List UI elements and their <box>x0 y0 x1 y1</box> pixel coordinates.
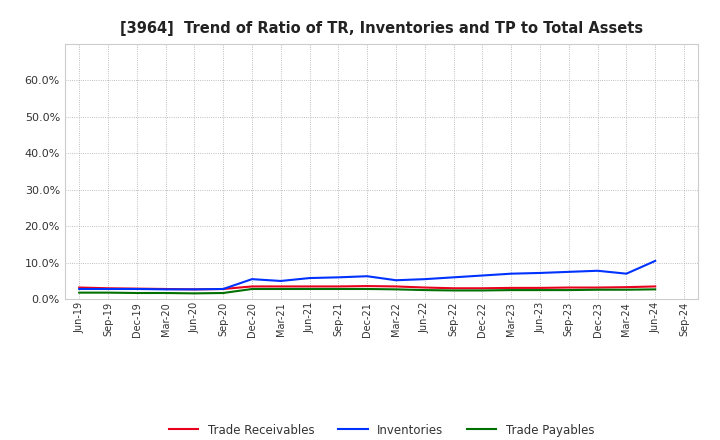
Inventories <box>104 286 112 292</box>
Trade Receivables <box>276 284 285 289</box>
Trade Receivables <box>363 283 372 289</box>
Trade Payables <box>622 287 631 292</box>
Trade Payables <box>305 286 314 292</box>
Legend: Trade Receivables, Inventories, Trade Payables: Trade Receivables, Inventories, Trade Pa… <box>164 419 599 440</box>
Trade Payables <box>449 288 458 293</box>
Trade Receivables <box>564 285 573 290</box>
Line: Trade Payables: Trade Payables <box>79 289 655 293</box>
Line: Trade Receivables: Trade Receivables <box>79 286 655 290</box>
Trade Payables <box>651 287 660 292</box>
Trade Payables <box>219 290 228 296</box>
Trade Payables <box>478 288 487 293</box>
Inventories <box>651 258 660 264</box>
Trade Receivables <box>161 286 170 292</box>
Trade Payables <box>363 286 372 292</box>
Trade Payables <box>104 290 112 295</box>
Trade Receivables <box>651 284 660 289</box>
Trade Payables <box>420 287 429 293</box>
Inventories <box>305 275 314 281</box>
Trade Receivables <box>478 286 487 291</box>
Trade Receivables <box>449 286 458 291</box>
Trade Payables <box>334 286 343 292</box>
Inventories <box>276 279 285 284</box>
Trade Receivables <box>219 286 228 292</box>
Trade Receivables <box>622 285 631 290</box>
Trade Receivables <box>593 285 602 290</box>
Trade Payables <box>392 287 400 292</box>
Inventories <box>363 274 372 279</box>
Inventories <box>536 270 544 275</box>
Inventories <box>420 276 429 282</box>
Trade Receivables <box>536 285 544 290</box>
Inventories <box>334 275 343 280</box>
Line: Inventories: Inventories <box>79 261 655 290</box>
Trade Receivables <box>248 284 256 289</box>
Trade Payables <box>248 286 256 292</box>
Trade Payables <box>132 290 141 296</box>
Trade Receivables <box>305 284 314 289</box>
Trade Payables <box>161 290 170 296</box>
Inventories <box>161 287 170 292</box>
Trade Payables <box>276 286 285 292</box>
Trade Receivables <box>420 285 429 290</box>
Inventories <box>132 286 141 292</box>
Inventories <box>190 287 199 292</box>
Inventories <box>593 268 602 273</box>
Trade Payables <box>190 291 199 296</box>
Trade Receivables <box>190 287 199 292</box>
Inventories <box>564 269 573 275</box>
Inventories <box>392 278 400 283</box>
Trade Receivables <box>75 285 84 290</box>
Trade Receivables <box>334 284 343 289</box>
Inventories <box>449 275 458 280</box>
Trade Receivables <box>507 285 516 290</box>
Trade Payables <box>536 287 544 293</box>
Inventories <box>622 271 631 276</box>
Inventories <box>75 286 84 292</box>
Trade Payables <box>507 287 516 293</box>
Trade Receivables <box>392 284 400 289</box>
Trade Payables <box>564 287 573 293</box>
Inventories <box>507 271 516 276</box>
Inventories <box>219 286 228 292</box>
Trade Payables <box>593 287 602 292</box>
Trade Payables <box>75 290 84 295</box>
Title: [3964]  Trend of Ratio of TR, Inventories and TP to Total Assets: [3964] Trend of Ratio of TR, Inventories… <box>120 21 643 36</box>
Trade Receivables <box>132 286 141 291</box>
Trade Receivables <box>104 286 112 291</box>
Inventories <box>478 273 487 278</box>
Inventories <box>248 276 256 282</box>
